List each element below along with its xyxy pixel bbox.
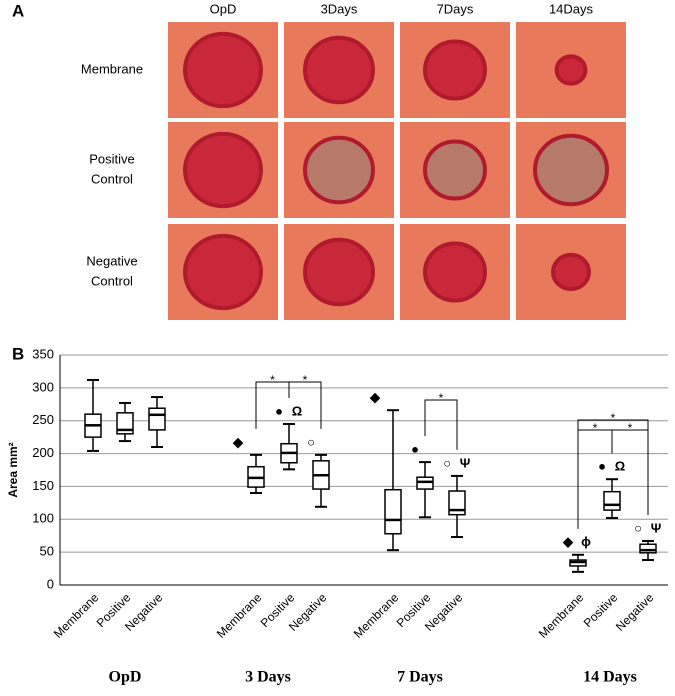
wound bbox=[303, 135, 375, 205]
bracket-label: * bbox=[593, 421, 598, 435]
column-header: 7Days bbox=[437, 1, 474, 16]
wound bbox=[303, 237, 375, 307]
significance-symbol: ◆ bbox=[232, 434, 244, 449]
wound bbox=[423, 241, 487, 303]
column-header: 14Days bbox=[549, 1, 594, 16]
wound bbox=[303, 35, 375, 105]
box bbox=[116, 412, 134, 435]
significance-symbol: ○ bbox=[307, 434, 315, 449]
bracket bbox=[255, 381, 290, 429]
significance-symbol: Ψ bbox=[460, 455, 471, 470]
group-label: OpD bbox=[109, 669, 142, 686]
column-header: OpD bbox=[210, 1, 237, 16]
significance-symbol: Ω bbox=[615, 459, 625, 474]
column-header: 3Days bbox=[321, 1, 358, 16]
box bbox=[639, 543, 657, 554]
y-tick-label: 200 bbox=[32, 445, 54, 460]
y-tick-label: 100 bbox=[32, 511, 54, 526]
row-label: Control bbox=[91, 273, 133, 288]
x-tick-label: Membrane bbox=[536, 590, 587, 641]
significance-symbol: ● bbox=[598, 459, 606, 474]
wound bbox=[533, 133, 609, 207]
significance-symbol: Ω bbox=[292, 403, 302, 418]
group-label: 14 Days bbox=[583, 669, 637, 686]
bracket bbox=[288, 381, 322, 429]
bracket-label: * bbox=[270, 373, 275, 387]
x-tick-label: Membrane bbox=[351, 590, 402, 641]
y-tick-label: 350 bbox=[32, 346, 54, 361]
box bbox=[384, 488, 402, 535]
significance-symbol: ◆ bbox=[562, 534, 574, 549]
wound bbox=[183, 233, 263, 311]
group-label: 3 Days bbox=[245, 669, 291, 686]
significance-symbol: ● bbox=[411, 442, 419, 457]
row-label: Positive bbox=[89, 151, 135, 166]
y-axis-label: Area mm² bbox=[6, 442, 20, 497]
group-label: 7 Days bbox=[397, 669, 443, 686]
box bbox=[603, 490, 621, 511]
y-tick-label: 150 bbox=[32, 478, 54, 493]
panel-label: A bbox=[12, 1, 24, 20]
bracket-label: * bbox=[439, 391, 444, 405]
panel-label: B bbox=[12, 344, 24, 363]
significance-symbol: ○ bbox=[443, 455, 451, 470]
x-tick-label: Membrane bbox=[51, 590, 102, 641]
wound bbox=[423, 39, 487, 101]
bracket bbox=[577, 419, 649, 529]
bracket-label: * bbox=[303, 373, 308, 387]
box bbox=[448, 490, 466, 516]
y-tick-label: 50 bbox=[40, 544, 54, 559]
bracket bbox=[611, 429, 649, 515]
wound bbox=[183, 31, 263, 109]
x-tick-label: Membrane bbox=[214, 590, 265, 641]
bracket bbox=[424, 399, 458, 450]
significance-symbol: ◆ bbox=[369, 390, 381, 405]
y-tick-label: 300 bbox=[32, 379, 54, 394]
wound bbox=[423, 139, 487, 201]
wound bbox=[183, 131, 263, 209]
wound bbox=[554, 54, 588, 86]
bracket-label: * bbox=[611, 411, 616, 425]
row-label: Membrane bbox=[81, 61, 143, 76]
significance-symbol: Ψ bbox=[651, 520, 662, 535]
x-tick-label: Negative bbox=[613, 590, 657, 634]
box bbox=[148, 407, 166, 431]
y-tick-label: 0 bbox=[47, 576, 54, 591]
wound bbox=[551, 252, 591, 292]
row-label: Control bbox=[91, 171, 133, 186]
row-label: Negative bbox=[86, 253, 137, 268]
significance-symbol: ϕ bbox=[581, 534, 591, 549]
y-tick-label: 250 bbox=[32, 412, 54, 427]
significance-symbol: ● bbox=[275, 403, 283, 418]
significance-symbol: ○ bbox=[634, 520, 642, 535]
box bbox=[416, 476, 434, 490]
bracket-label: * bbox=[628, 421, 633, 435]
